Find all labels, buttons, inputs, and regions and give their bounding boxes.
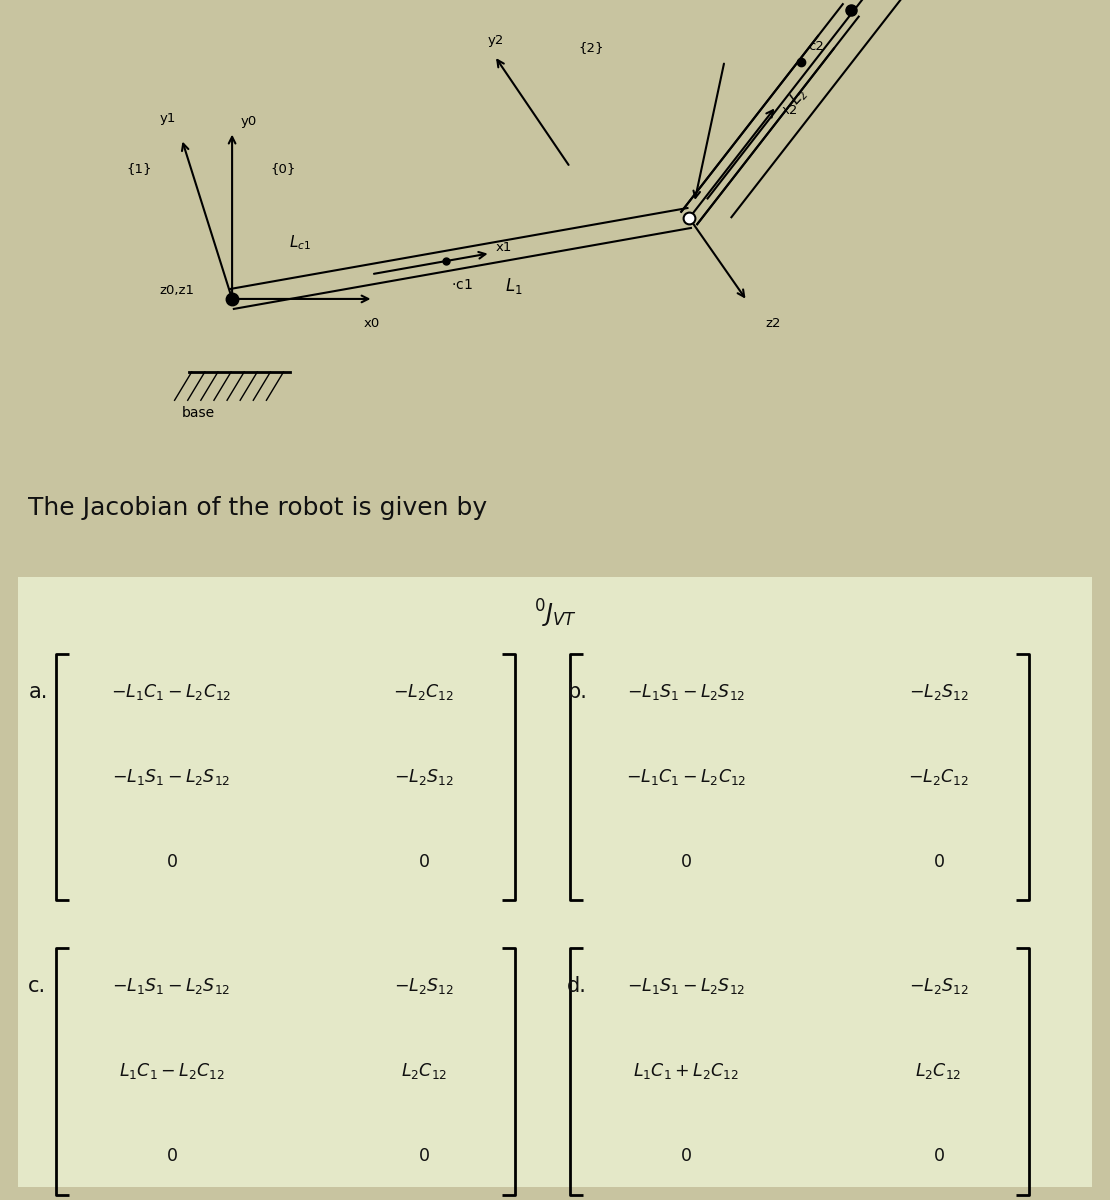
Text: $-L_2C_{12}$: $-L_2C_{12}$ — [908, 767, 969, 787]
Text: $\cdot$c1: $\cdot$c1 — [451, 278, 473, 293]
Text: c.: c. — [28, 977, 47, 996]
Text: c2: c2 — [808, 40, 824, 53]
Text: {0}: {0} — [271, 162, 295, 175]
Text: $L_2C_{12}$: $L_2C_{12}$ — [916, 1061, 961, 1081]
Text: $0$: $0$ — [417, 1147, 430, 1165]
Text: z2: z2 — [765, 318, 780, 330]
Text: $0$: $0$ — [680, 1147, 693, 1165]
Text: y1: y1 — [160, 112, 175, 125]
Text: $0$: $0$ — [932, 1147, 945, 1165]
Text: $L_1C_1 + L_2C_{12}$: $L_1C_1 + L_2C_{12}$ — [633, 1061, 739, 1081]
Text: b.: b. — [567, 682, 587, 702]
Text: {2}: {2} — [578, 41, 604, 54]
FancyBboxPatch shape — [18, 576, 1092, 1187]
Text: a.: a. — [28, 682, 48, 702]
Text: $-L_1S_1 - L_2S_{12}$: $-L_1S_1 - L_2S_{12}$ — [112, 977, 231, 996]
Text: $-L_1S_1 - L_2S_{12}$: $-L_1S_1 - L_2S_{12}$ — [627, 682, 745, 702]
Text: $0$: $0$ — [932, 853, 945, 871]
Text: $-L_2C_{12}$: $-L_2C_{12}$ — [393, 682, 454, 702]
Text: The Jacobian of the robot is given by: The Jacobian of the robot is given by — [28, 497, 487, 521]
Text: $L_2C_{12}$: $L_2C_{12}$ — [401, 1061, 447, 1081]
Text: $0$: $0$ — [680, 853, 693, 871]
Text: $-L_2S_{12}$: $-L_2S_{12}$ — [394, 767, 454, 787]
Text: $L_1$: $L_1$ — [505, 276, 523, 296]
Text: $L_2$: $L_2$ — [786, 84, 810, 108]
Text: $^{0}J_{VT}$: $^{0}J_{VT}$ — [534, 598, 576, 630]
Text: $-L_1S_1 - L_2S_{12}$: $-L_1S_1 - L_2S_{12}$ — [627, 977, 745, 996]
Text: $0$: $0$ — [165, 853, 178, 871]
Text: y0: y0 — [240, 115, 256, 127]
Text: d.: d. — [567, 977, 587, 996]
Text: $-L_2S_{12}$: $-L_2S_{12}$ — [909, 977, 968, 996]
Text: $-L_2S_{12}$: $-L_2S_{12}$ — [394, 977, 454, 996]
Text: $-L_1C_1 - L_2C_{12}$: $-L_1C_1 - L_2C_{12}$ — [111, 682, 232, 702]
Text: x1: x1 — [495, 241, 512, 254]
Text: y2: y2 — [487, 34, 504, 47]
Text: base: base — [182, 407, 214, 420]
Text: $0$: $0$ — [165, 1147, 178, 1165]
Text: $L_{c1}$: $L_{c1}$ — [289, 233, 311, 252]
Text: z0,z1: z0,z1 — [160, 284, 194, 296]
Text: $0$: $0$ — [417, 853, 430, 871]
Text: x2: x2 — [781, 104, 798, 118]
Text: $-L_1C_1 - L_2C_{12}$: $-L_1C_1 - L_2C_{12}$ — [626, 767, 746, 787]
Text: $-L_1S_1 - L_2S_{12}$: $-L_1S_1 - L_2S_{12}$ — [112, 767, 231, 787]
Text: {1}: {1} — [127, 162, 152, 175]
Text: $-L_2S_{12}$: $-L_2S_{12}$ — [909, 682, 968, 702]
Text: $L_1C_1 - L_2C_{12}$: $L_1C_1 - L_2C_{12}$ — [119, 1061, 224, 1081]
Text: x0: x0 — [363, 317, 380, 330]
